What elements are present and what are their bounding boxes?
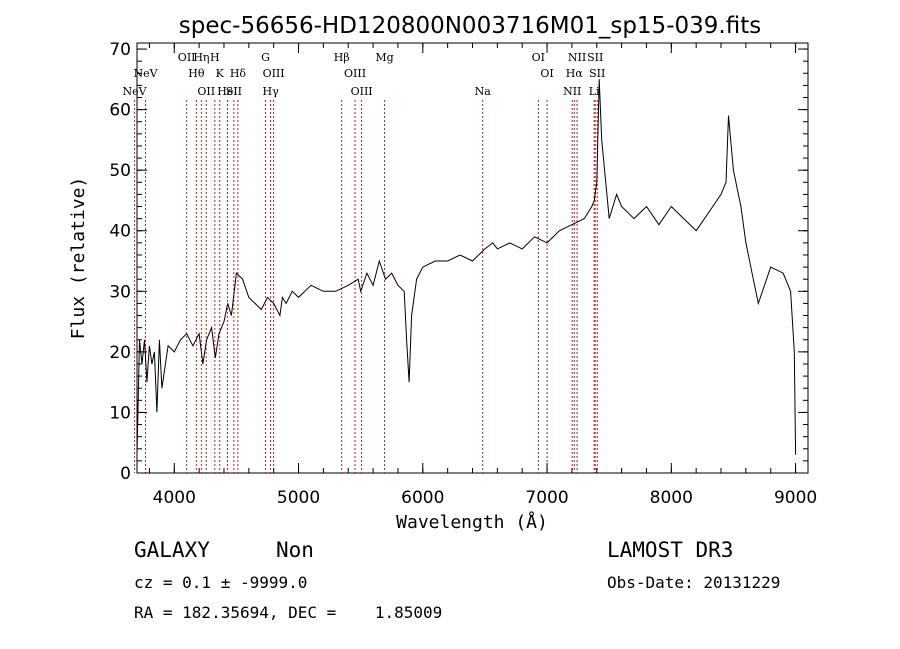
x-tick-label-2: 6000 bbox=[401, 488, 444, 508]
y-tick-label-4: 40 bbox=[109, 222, 131, 242]
emission-line-label-24: SII bbox=[587, 51, 603, 64]
emission-line-label-18: Na bbox=[475, 85, 492, 98]
emission-line-label-14: Hβ bbox=[334, 51, 350, 64]
coordinates: RA = 182.35694, DEC = 1.85009 bbox=[134, 603, 443, 622]
emission-line-label-6: K bbox=[216, 67, 225, 80]
x-tick-label-1: 5000 bbox=[277, 488, 320, 508]
object-subclass: Non bbox=[276, 538, 314, 562]
emission-line-label-8: HeI bbox=[217, 85, 237, 98]
emission-line-label-25: SII bbox=[589, 67, 605, 80]
emission-line-label-16: OIII bbox=[351, 85, 373, 98]
emission-line-label-22: NII bbox=[568, 51, 586, 64]
y-axis-ticks: 0 10 20 30 40 50 60 70 bbox=[109, 40, 808, 484]
emission-line-label-4: Hη bbox=[193, 51, 209, 64]
y-tick-label-2: 20 bbox=[109, 343, 131, 363]
emission-line-label-20: OI bbox=[540, 67, 553, 80]
object-class: GALAXY bbox=[134, 538, 210, 562]
x-tick-label-0: 4000 bbox=[153, 488, 196, 508]
obs-date: Obs-Date: 20131229 bbox=[607, 573, 781, 592]
x-axis-label: Wavelength (Å) bbox=[396, 511, 548, 533]
emission-lines bbox=[134, 100, 598, 473]
y-tick-label-1: 10 bbox=[109, 403, 131, 423]
redshift-info: cz = 0.1 ± -9999.0 bbox=[134, 573, 308, 592]
emission-line-label-3: Hθ bbox=[188, 67, 205, 80]
spectrum-series-line bbox=[136, 79, 797, 455]
emission-line-label-12: OIII bbox=[263, 67, 285, 80]
y-tick-label-5: 50 bbox=[109, 161, 131, 181]
survey-name: LAMOST DR3 bbox=[607, 538, 734, 562]
emission-line-label-10: SII bbox=[226, 85, 242, 98]
emission-line-label-17: Mg bbox=[375, 51, 393, 64]
emission-line-label-11: G bbox=[261, 51, 270, 64]
emission-line-label-15: OIII bbox=[344, 67, 366, 80]
y-tick-label-7: 70 bbox=[109, 40, 131, 60]
emission-line-label-2: OII bbox=[178, 51, 196, 64]
y-tick-label-3: 30 bbox=[109, 282, 131, 302]
emission-line-label-13: Hγ bbox=[263, 85, 280, 98]
emission-line-label-19: OI bbox=[532, 51, 545, 64]
y-axis-label: Flux (relative) bbox=[68, 177, 89, 340]
y-tick-label-6: 60 bbox=[109, 101, 131, 121]
emission-line-label-21: NII bbox=[563, 85, 581, 98]
emission-line-label-0: NeV bbox=[123, 85, 148, 98]
y-tick-label-0: 0 bbox=[120, 464, 131, 484]
chart-title: spec-56656-HD120800N003716M01_sp15-039.f… bbox=[179, 13, 761, 39]
emission-line-label-23: Hα bbox=[566, 67, 584, 80]
x-tick-label-4: 8000 bbox=[650, 488, 693, 508]
x-tick-label-5: 9000 bbox=[774, 488, 817, 508]
x-tick-label-3: 7000 bbox=[525, 488, 568, 508]
emission-line-label-7: OII bbox=[197, 85, 215, 98]
emission-line-label-1: NeV bbox=[133, 67, 158, 80]
emission-line-label-5: H bbox=[210, 51, 220, 64]
emission-line-label-26: Li bbox=[589, 85, 600, 98]
x-axis-ticks: 4000 5000 6000 7000 8000 9000 bbox=[148, 43, 817, 508]
emission-line-label-9: Hδ bbox=[230, 67, 247, 80]
